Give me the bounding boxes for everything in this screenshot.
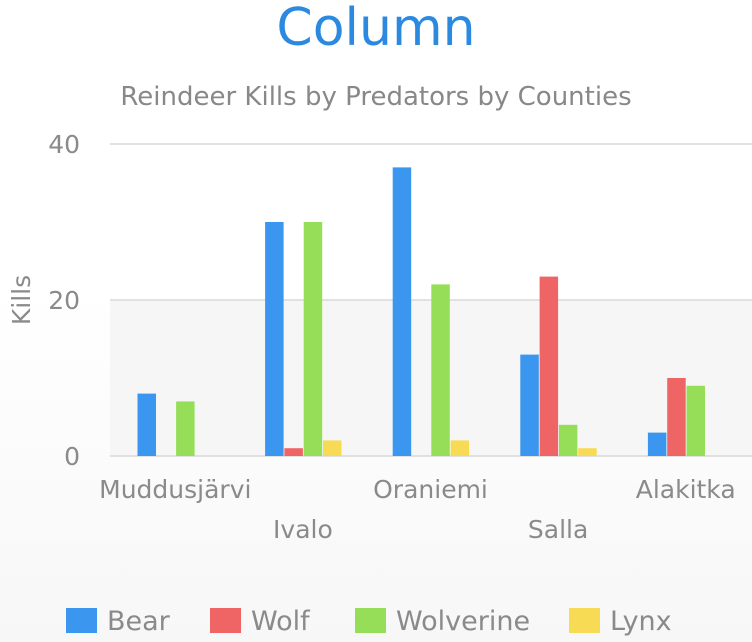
y-tick-label: 40: [48, 130, 80, 159]
y-tick-label: 0: [64, 442, 80, 471]
x-tick-label: Oraniemi: [373, 475, 488, 504]
bar-lynx-2: [450, 440, 470, 456]
x-tick-label: Ivalo: [273, 515, 333, 544]
legend-swatch-bear: [66, 608, 97, 633]
x-tick-label: Salla: [528, 515, 588, 544]
bar-wolf-4: [667, 378, 686, 456]
legend-label-lynx: Lynx: [610, 606, 672, 637]
bar-lynx-3: [578, 448, 597, 456]
bar-wolverine-3: [558, 424, 578, 456]
bar-bear-3: [520, 354, 539, 456]
plot-band: [110, 300, 752, 456]
legend-swatch-wolf: [210, 608, 241, 633]
bar-wolverine-4: [686, 385, 705, 456]
y-axis-label: Kills: [7, 275, 36, 325]
chart-subtitle: Reindeer Kills by Predators by Counties: [120, 82, 632, 112]
chart-title: Column: [276, 0, 476, 58]
bar-bear-0: [137, 393, 156, 456]
bar-wolf-1: [284, 448, 303, 456]
bar-lynx-1: [323, 440, 342, 456]
legend-swatch-wolverine: [355, 608, 386, 633]
x-tick-label: Muddusjärvi: [99, 475, 251, 504]
bar-bear-1: [265, 222, 284, 456]
legend-label-bear: Bear: [107, 606, 171, 637]
legend-label-wolf: Wolf: [251, 606, 311, 637]
x-tick-label: Alakitka: [636, 475, 736, 504]
bar-wolverine-0: [176, 401, 195, 456]
bar-bear-2: [392, 167, 412, 456]
bar-wolf-3: [539, 276, 559, 456]
legend-swatch-lynx: [569, 608, 600, 633]
bar-wolverine-2: [431, 284, 450, 456]
bar-wolverine-1: [303, 222, 323, 456]
legend-label-wolverine: Wolverine: [396, 606, 530, 637]
bar-bear-4: [647, 432, 667, 456]
y-tick-label: 20: [48, 286, 80, 315]
